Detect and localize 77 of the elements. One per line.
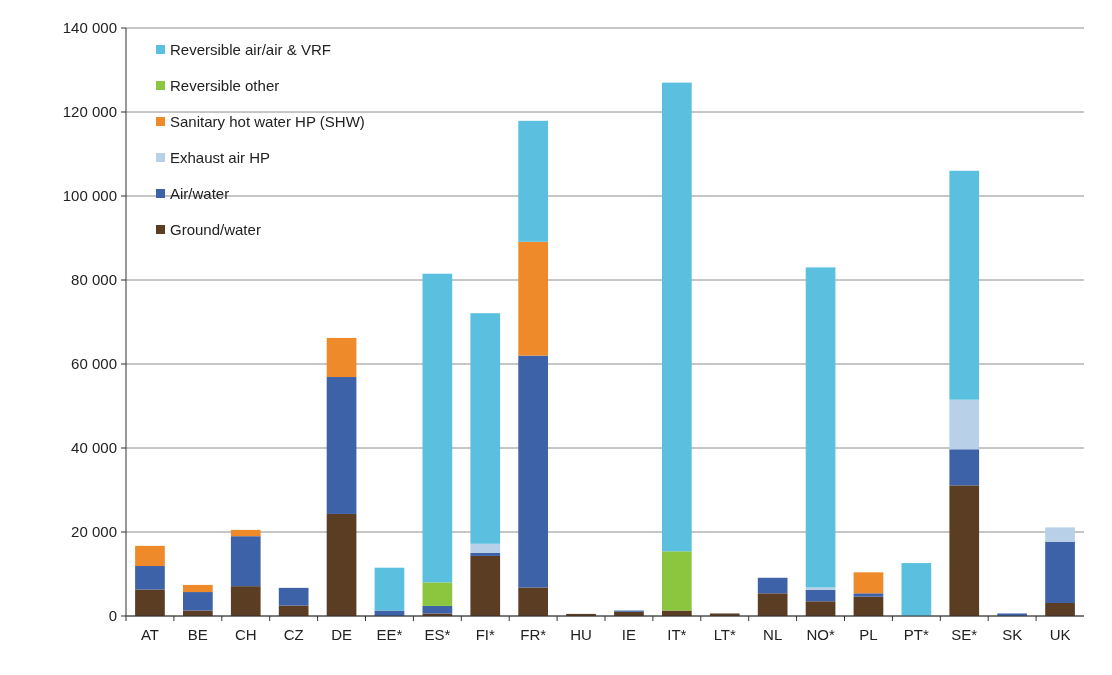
y-tick-label: 20 000	[71, 523, 117, 541]
y-tick-label: 40 000	[71, 439, 117, 457]
bar	[757, 593, 788, 616]
bar	[949, 449, 980, 486]
y-tick-label: 0	[108, 607, 117, 625]
x-tick-label: BE	[187, 626, 208, 643]
bar	[949, 170, 980, 400]
legend-label: Reversible other	[170, 77, 280, 95]
x-tick-label: SE*	[951, 626, 978, 643]
bar	[518, 587, 548, 616]
bar	[949, 399, 980, 450]
bar	[422, 273, 453, 583]
x-tick-label: NL	[763, 626, 783, 643]
bar	[326, 377, 357, 514]
bar	[374, 567, 405, 611]
x-tick-label: NO*	[806, 626, 835, 643]
x-tick-label: CZ	[283, 626, 304, 643]
x-tick-label: IT*	[667, 626, 687, 643]
legend-label: Air/water	[170, 185, 230, 203]
bar	[805, 587, 836, 590]
x-tick-label: PL	[859, 626, 878, 643]
bar	[518, 355, 548, 588]
bar	[901, 563, 932, 616]
y-tick-label: 60 000	[71, 355, 117, 373]
x-tick-label: IE	[621, 626, 637, 643]
y-tick-label: 120 000	[62, 103, 117, 121]
bar	[662, 551, 692, 611]
bar	[1045, 541, 1075, 603]
bar	[470, 555, 501, 616]
bar	[853, 596, 884, 616]
bar	[278, 587, 309, 606]
bar	[422, 582, 453, 606]
bar	[470, 543, 501, 553]
bar	[230, 586, 261, 616]
bar	[230, 536, 261, 587]
bar	[230, 529, 261, 537]
bar	[183, 584, 213, 593]
x-tick-label: AT	[140, 626, 159, 643]
x-tick-label: PT*	[903, 626, 930, 643]
bar	[135, 589, 165, 616]
bar	[183, 592, 213, 611]
bar	[949, 485, 980, 616]
legend-label: Exhaust air HP	[170, 149, 271, 167]
bar	[135, 545, 165, 567]
y-tick-label: 80 000	[71, 271, 117, 289]
y-tick-label: 100 000	[62, 187, 117, 205]
x-tick-label: SK	[1002, 626, 1023, 643]
bar	[326, 513, 357, 616]
x-tick-label: LT*	[713, 626, 737, 643]
x-tick-label: DE	[331, 626, 352, 643]
legend-label: Reversible air/air & VRF	[170, 41, 331, 59]
bar	[853, 593, 884, 597]
x-tick-label: FR*	[520, 626, 547, 643]
bar	[422, 605, 453, 614]
x-tick-label: ES*	[424, 626, 451, 643]
bar	[135, 566, 165, 590]
bar	[805, 601, 836, 616]
bar	[1045, 602, 1075, 616]
legend-label: Sanitary hot water HP (SHW)	[170, 113, 365, 131]
y-tick-label: 140 000	[62, 19, 117, 37]
x-tick-label: UK	[1049, 626, 1071, 643]
x-tick-label: CH	[234, 626, 257, 643]
bar	[518, 120, 548, 242]
x-tick-label: FI*	[475, 626, 495, 643]
bar	[805, 267, 836, 588]
bar	[326, 337, 357, 378]
bar	[662, 82, 692, 552]
legend-label: Ground/water	[170, 221, 261, 239]
bar	[757, 577, 788, 594]
bar	[518, 241, 548, 356]
bar	[853, 572, 884, 594]
bar	[1045, 527, 1075, 542]
bar	[470, 553, 501, 556]
x-tick-label: HU	[570, 626, 592, 643]
x-tick-label: EE*	[376, 626, 403, 643]
bar	[470, 313, 501, 544]
bar	[805, 589, 836, 602]
